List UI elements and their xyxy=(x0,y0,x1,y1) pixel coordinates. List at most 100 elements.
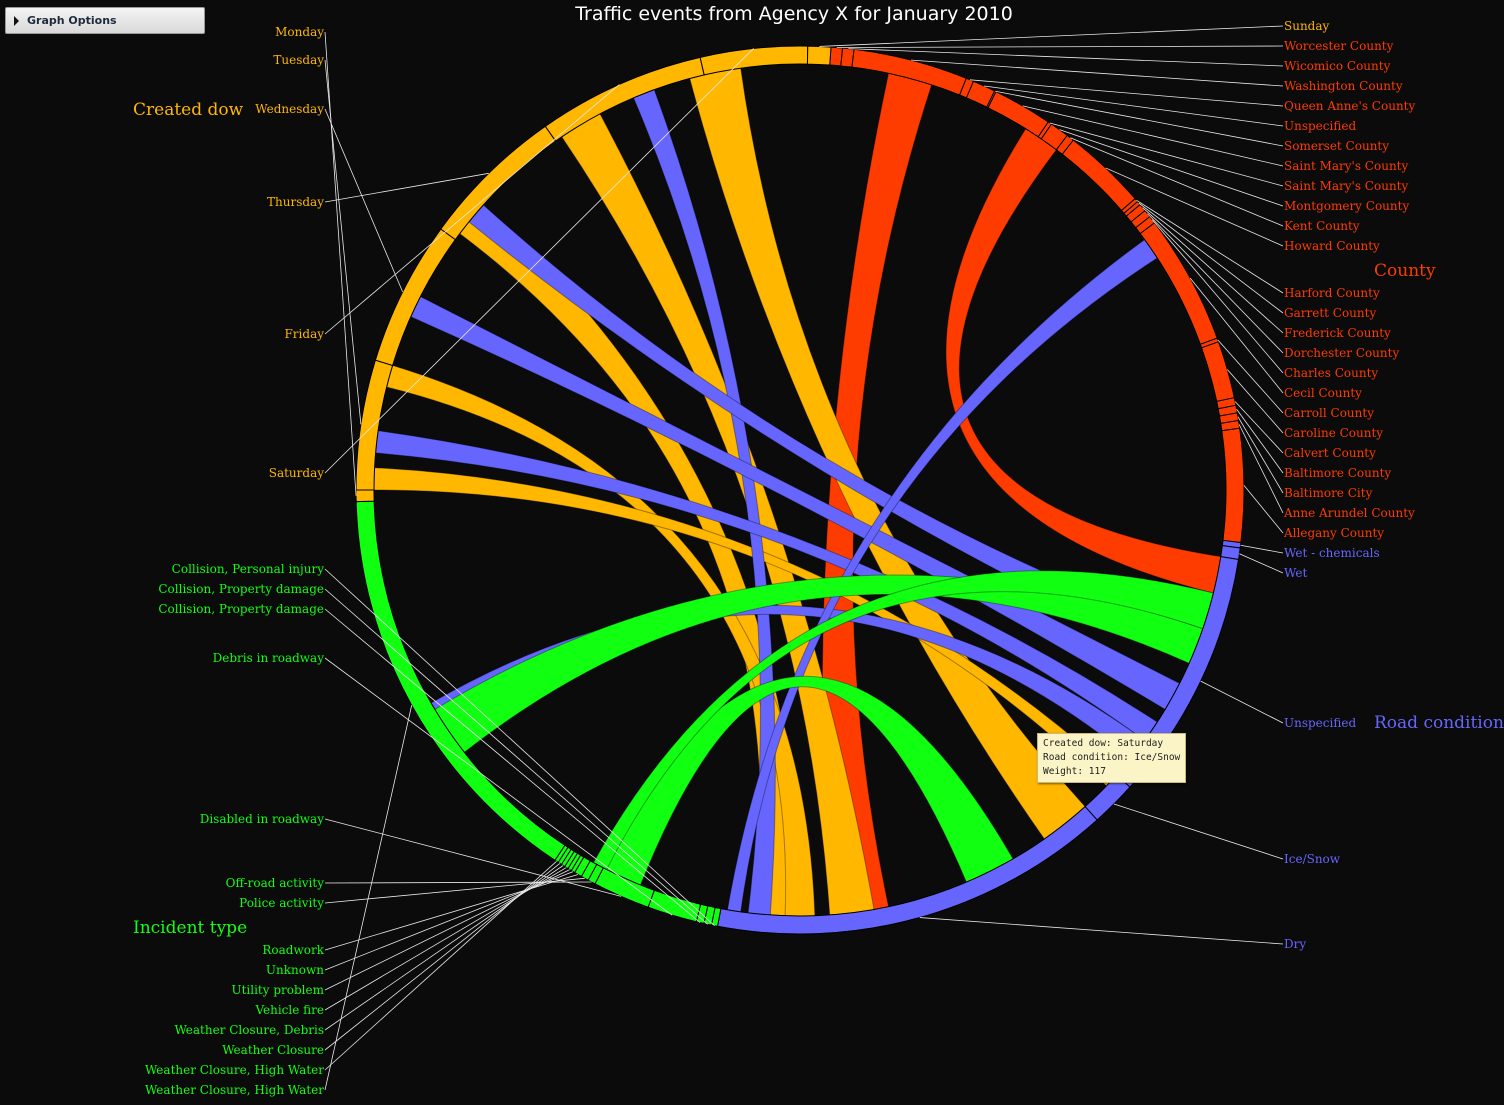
category-label-saint-mary-s-county[interactable]: Saint Mary's County xyxy=(1284,159,1408,173)
category-label-collision-personal-injury[interactable]: Collision, Personal injury xyxy=(172,562,325,576)
category-label-montgomery-county[interactable]: Montgomery County xyxy=(1284,199,1409,213)
category-label-unspecified[interactable]: Unspecified xyxy=(1284,716,1356,730)
category-label-police-activity[interactable]: Police activity xyxy=(239,896,324,910)
tooltip-line-weight: Weight: 117 xyxy=(1043,766,1106,777)
leader-line xyxy=(1049,122,1284,187)
category-label-tuesday[interactable]: Tuesday xyxy=(273,53,324,67)
leader-line xyxy=(324,863,561,1051)
category-label-collision-property-damage[interactable]: Collision, Property damage xyxy=(158,582,324,596)
leader-line xyxy=(324,867,567,1011)
category-label-thursday[interactable]: Thursday xyxy=(267,195,324,209)
category-label-wet-chemicals[interactable]: Wet - chemicals xyxy=(1284,546,1380,560)
category-label-worcester-county[interactable]: Worcester County xyxy=(1284,39,1394,53)
category-label-howard-county[interactable]: Howard County xyxy=(1284,239,1380,253)
leader-line xyxy=(1189,277,1284,394)
tooltip-line-target: Road condition: Ice/Snow xyxy=(1043,752,1181,763)
chord-ring xyxy=(355,45,1245,935)
category-label-queen-anne-s-county[interactable]: Queen Anne's County xyxy=(1284,99,1415,113)
category-label-friday[interactable]: Friday xyxy=(284,327,324,341)
category-label-wet[interactable]: Wet xyxy=(1284,566,1307,580)
category-labels: Worcester County Wicomico County Washingto… xyxy=(145,19,1416,1097)
leader-line xyxy=(1200,680,1284,724)
ring-segment-county[interactable] xyxy=(987,90,1049,138)
group-label-incident-type: Incident type xyxy=(133,918,247,938)
leader-line xyxy=(1138,202,1284,314)
leader-line xyxy=(1237,416,1284,494)
ring-segment-county[interactable] xyxy=(1139,222,1218,345)
chart-title: Traffic events from Agency X for January… xyxy=(574,3,1013,25)
leader-line xyxy=(819,25,1284,47)
category-label-sunday[interactable]: Sunday xyxy=(1284,19,1330,33)
category-label-weather-closure-debris[interactable]: Weather Closure, Debris xyxy=(174,1023,324,1037)
ring-segment-created-dow[interactable] xyxy=(355,489,375,503)
ring-segment-county[interactable] xyxy=(1061,139,1136,212)
group-labels: County Road condition Incident type Created… xyxy=(133,100,1504,938)
chord-county-road[interactable] xyxy=(945,128,1222,594)
category-label-unspecified[interactable]: Unspecified xyxy=(1284,119,1356,133)
category-label-calvert-county[interactable]: Calvert County xyxy=(1284,446,1376,460)
category-label-off-road-activity[interactable]: Off-road activity xyxy=(226,876,325,890)
category-label-vehicle-fire[interactable]: Vehicle fire xyxy=(254,1003,324,1017)
category-label-disabled-in-roadway[interactable]: Disabled in roadway xyxy=(200,812,324,826)
expand-triangle-icon xyxy=(14,15,19,26)
ring-segment-created-dow[interactable] xyxy=(806,45,832,66)
category-label-dorchester-county[interactable]: Dorchester County xyxy=(1284,346,1399,360)
leader-line xyxy=(1240,544,1284,554)
category-label-weather-closure-high-water[interactable]: Weather Closure, High Water xyxy=(145,1083,324,1097)
category-label-saint-mary-s-county[interactable]: Saint Mary's County xyxy=(1284,179,1408,193)
leader-line xyxy=(1236,408,1284,474)
category-label-baltimore-city[interactable]: Baltimore City xyxy=(1284,486,1373,500)
category-label-wicomico-county[interactable]: Wicomico County xyxy=(1284,59,1391,73)
category-label-roadwork[interactable]: Roadwork xyxy=(262,943,324,957)
category-label-cecil-county[interactable]: Cecil County xyxy=(1284,386,1362,400)
leader-line xyxy=(1105,167,1284,247)
category-label-weather-closure[interactable]: Weather Closure xyxy=(222,1043,324,1057)
leader-line xyxy=(1217,339,1284,414)
ring-segment-county[interactable] xyxy=(1221,427,1245,544)
leader-line xyxy=(911,59,1284,87)
leader-line xyxy=(836,45,1284,48)
category-label-charles-county[interactable]: Charles County xyxy=(1284,366,1378,380)
category-label-somerset-county[interactable]: Somerset County xyxy=(1284,139,1389,153)
graph-options-button[interactable]: Graph Options xyxy=(5,7,205,34)
category-label-weather-closure-high-water[interactable]: Weather Closure, High Water xyxy=(145,1063,324,1077)
chord-ribbons xyxy=(373,67,1222,917)
category-label-wednesday[interactable]: Wednesday xyxy=(255,102,324,116)
category-label-washington-county[interactable]: Washington County xyxy=(1284,79,1403,93)
leader-line xyxy=(324,608,701,923)
category-label-dry[interactable]: Dry xyxy=(1284,937,1306,951)
category-label-saturday[interactable]: Saturday xyxy=(269,466,324,480)
leader-line xyxy=(1227,369,1284,434)
category-label-caroline-county[interactable]: Caroline County xyxy=(1284,426,1383,440)
group-label-created-dow: Created dow xyxy=(133,100,244,120)
category-label-carroll-county[interactable]: Carroll County xyxy=(1284,406,1374,420)
category-label-utility-problem[interactable]: Utility problem xyxy=(231,983,324,997)
category-label-anne-arundel-county[interactable]: Anne Arundel County xyxy=(1283,506,1415,520)
chord-tooltip: Created dow: Saturday Road condition: Ic… xyxy=(1037,733,1187,783)
category-label-garrett-county[interactable]: Garrett County xyxy=(1284,306,1376,320)
category-label-debris-in-roadway[interactable]: Debris in roadway xyxy=(213,651,325,665)
category-label-monday[interactable]: Monday xyxy=(275,25,324,39)
category-label-baltimore-county[interactable]: Baltimore County xyxy=(1284,466,1391,480)
ring-segment-created-dow[interactable] xyxy=(699,45,809,76)
graph-options-label: Graph Options xyxy=(27,14,117,27)
ring-segment-created-dow[interactable] xyxy=(544,56,705,142)
category-label-frederick-county[interactable]: Frederick County xyxy=(1284,326,1391,340)
category-label-allegany-county[interactable]: Allegany County xyxy=(1283,526,1384,540)
leader-line xyxy=(324,818,622,897)
category-label-kent-county[interactable]: Kent County xyxy=(1284,219,1360,233)
leader-line xyxy=(324,568,715,926)
category-label-unknown[interactable]: Unknown xyxy=(266,963,324,977)
leader-line xyxy=(1234,401,1284,454)
category-label-ice-snow[interactable]: Ice/Snow xyxy=(1284,852,1341,866)
leader-line xyxy=(324,108,404,293)
leader-line xyxy=(969,79,1284,107)
leader-line xyxy=(324,31,357,496)
category-label-collision-property-damage[interactable]: Collision, Property damage xyxy=(158,602,324,616)
ring-segment-created-dow[interactable] xyxy=(374,228,457,367)
group-label-county: County xyxy=(1374,261,1436,281)
tooltip-line-source: Created dow: Saturday xyxy=(1043,738,1164,749)
category-label-harford-county[interactable]: Harford County xyxy=(1284,286,1380,300)
leader-line xyxy=(324,874,579,951)
